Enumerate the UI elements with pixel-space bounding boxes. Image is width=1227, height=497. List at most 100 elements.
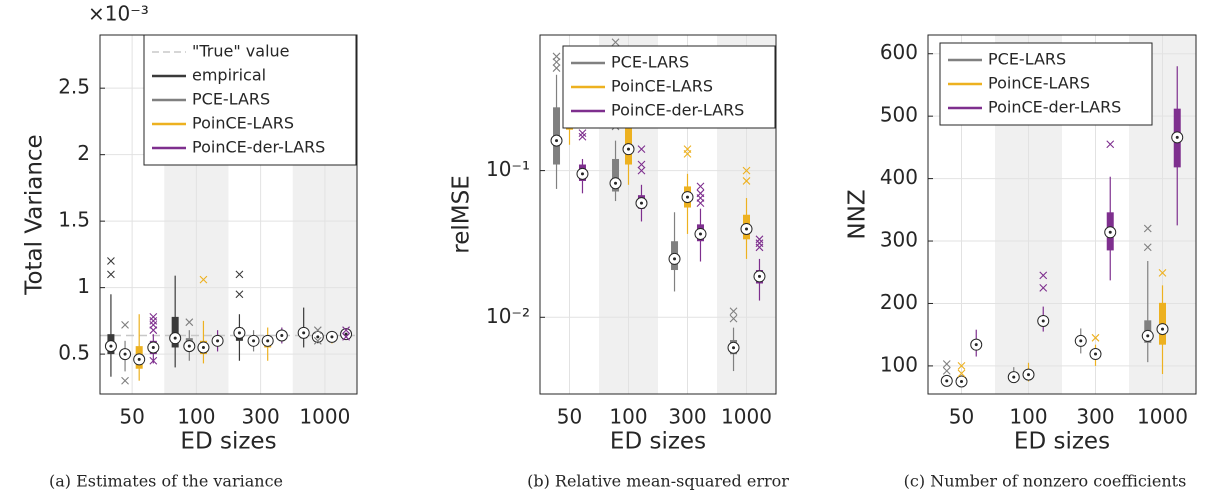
- outlier: [957, 369, 966, 378]
- legend-label: PoinCE-der-LARS: [988, 98, 1121, 117]
- median-dot: [673, 257, 677, 261]
- box: [612, 158, 620, 192]
- y-tick-label: 10⁻²: [486, 304, 530, 328]
- x-tick-label: 1000: [299, 405, 350, 429]
- y-tick-label: 0.5: [58, 341, 90, 365]
- median-dot: [187, 344, 191, 348]
- outlier: [1143, 243, 1152, 252]
- outlier: [342, 326, 350, 335]
- outlier: [742, 166, 751, 175]
- caption: (a) Estimates of the variance: [49, 472, 283, 491]
- x-tick-label: 100: [1009, 405, 1047, 429]
- outlier: [552, 52, 561, 61]
- outlier: [729, 307, 738, 316]
- x-tick-label: 300: [668, 405, 706, 429]
- outlier: [1039, 271, 1048, 280]
- outlier: [121, 376, 129, 385]
- outlier: [313, 326, 322, 335]
- outlier: [696, 189, 705, 198]
- outlier: [755, 239, 764, 248]
- y-tick-label: 2: [77, 141, 90, 165]
- median-dot: [614, 181, 618, 185]
- median-dot: [1094, 352, 1097, 356]
- outlier: [552, 58, 561, 66]
- axes-frame: [539, 34, 777, 395]
- median-dot: [109, 344, 113, 348]
- legend-label: PoinCE-LARS: [611, 77, 713, 96]
- caption: (b) Relative mean-squared error: [527, 472, 789, 491]
- median-dot: [266, 339, 270, 343]
- x-tick-label: 50: [119, 405, 144, 429]
- outlier: [185, 318, 194, 327]
- outlier: [578, 132, 587, 141]
- outlier: [729, 314, 738, 323]
- outlier: [149, 356, 158, 365]
- outlier: [1106, 140, 1115, 149]
- x-axis-label: ED sizes: [180, 429, 276, 455]
- outlier: [611, 38, 620, 47]
- y-tick-label: 10⁻¹: [486, 157, 530, 181]
- outlier: [342, 332, 350, 341]
- outlier: [149, 312, 158, 321]
- axes-frame: [927, 34, 1197, 395]
- outlier: [199, 275, 208, 284]
- median-dot: [580, 172, 584, 176]
- y-tick-label: 2.5: [58, 75, 90, 99]
- median-dot: [280, 333, 284, 337]
- median-dot: [555, 139, 559, 143]
- y-tick-label: 400: [880, 165, 918, 189]
- median-dot: [732, 346, 736, 350]
- legend-label: "True" value: [192, 42, 290, 61]
- x-tick-label: 300: [1076, 405, 1114, 429]
- legend-label: empirical: [192, 66, 266, 85]
- legend-label: PoinCE-der-LARS: [611, 101, 744, 120]
- outlier: [957, 362, 966, 370]
- median-dot: [1175, 135, 1179, 139]
- outlier: [313, 336, 322, 345]
- y-tick-label: 1: [77, 274, 90, 298]
- outlier: [696, 182, 705, 191]
- median-dot: [686, 195, 689, 199]
- y-tick-label: 100: [880, 352, 918, 376]
- median-dot: [137, 357, 141, 361]
- y-tick-label: 300: [880, 228, 918, 252]
- median-dot: [745, 227, 748, 231]
- caption: (c) Number of nonzero coefficients: [904, 472, 1187, 491]
- median-dot: [216, 339, 220, 343]
- x-tick-label: 300: [242, 405, 280, 429]
- median-dot: [1108, 230, 1112, 234]
- median-dot: [1146, 334, 1150, 338]
- x-tick-label: 1000: [1137, 405, 1188, 429]
- median-dot: [201, 345, 205, 349]
- legend-label: PCE-LARS: [611, 53, 689, 72]
- median-dot: [151, 345, 155, 349]
- x-axis-label: ED sizes: [1014, 429, 1110, 455]
- median-dot: [1161, 327, 1164, 331]
- legend-label: PoinCE-LARS: [192, 114, 294, 133]
- median-dot: [123, 352, 127, 356]
- median-dot: [330, 335, 334, 339]
- y-axis-label: NNZ: [845, 189, 871, 239]
- outlier: [1091, 333, 1100, 342]
- x-axis-label: ED sizes: [610, 429, 706, 455]
- outlier: [1143, 224, 1152, 233]
- y-tick-label: 1.5: [58, 208, 90, 232]
- outlier: [683, 145, 692, 154]
- median-dot: [974, 343, 978, 347]
- median-dot: [344, 332, 348, 336]
- x-tick-label: 1000: [721, 405, 772, 429]
- outlier: [742, 177, 751, 185]
- legend-label: PoinCE-der-LARS: [192, 138, 325, 157]
- outlier: [637, 166, 646, 175]
- median-dot: [1079, 339, 1083, 343]
- x-tick-label: 100: [609, 405, 647, 429]
- median-dot: [639, 201, 643, 205]
- median-dot: [960, 380, 963, 384]
- y-tick-label: 500: [880, 103, 918, 127]
- outlier: [637, 145, 646, 154]
- outlier: [1158, 268, 1167, 277]
- outlier: [107, 270, 115, 279]
- median-dot: [1041, 319, 1045, 323]
- y-tick-label: 200: [880, 290, 918, 314]
